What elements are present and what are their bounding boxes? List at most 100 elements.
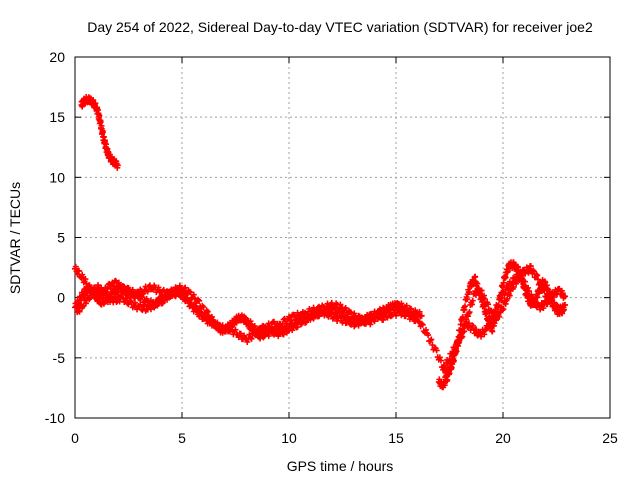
data-point	[150, 298, 157, 305]
data-point	[214, 320, 221, 327]
y-tick-label: 10	[49, 169, 65, 185]
data-point	[544, 301, 551, 308]
data-point	[549, 297, 556, 304]
y-tick-label: 15	[49, 109, 65, 125]
data-point	[139, 294, 146, 301]
data-point	[321, 304, 328, 311]
data-point	[398, 300, 405, 307]
data-point	[455, 333, 462, 340]
data-point	[425, 332, 432, 339]
data-point	[116, 282, 123, 289]
data-point	[534, 272, 541, 279]
data-point	[488, 307, 495, 314]
data-point	[443, 373, 450, 380]
data-point	[403, 302, 410, 309]
data-point	[253, 327, 260, 334]
data-point	[131, 299, 138, 306]
x-tick-label: 15	[388, 430, 404, 446]
data-point	[466, 289, 473, 296]
data-point	[407, 305, 414, 312]
data-point	[470, 322, 477, 329]
data-point	[82, 276, 89, 283]
data-point	[225, 327, 232, 334]
data-point	[204, 308, 211, 315]
data-point	[315, 313, 322, 320]
data-point	[104, 145, 111, 152]
data-point	[86, 296, 93, 303]
y-tick-label: 5	[57, 230, 65, 246]
data-point	[521, 285, 528, 292]
data-point	[359, 319, 366, 326]
data-point	[244, 339, 251, 346]
data-point	[422, 326, 429, 333]
data-point	[349, 318, 356, 325]
data-point	[138, 306, 145, 313]
data-point	[343, 314, 350, 321]
data-point	[339, 309, 346, 316]
data-point	[418, 312, 425, 319]
data-point	[278, 324, 285, 331]
data-point	[208, 313, 215, 320]
data-point	[355, 322, 362, 329]
data-point	[329, 315, 336, 322]
data-point	[506, 292, 513, 299]
data-point	[245, 319, 252, 326]
data-point	[418, 320, 425, 327]
data-point	[160, 286, 167, 293]
data-point	[166, 293, 173, 300]
y-tick-label: 20	[49, 49, 65, 65]
data-point	[134, 291, 141, 298]
data-point	[303, 319, 310, 326]
data-point	[96, 294, 103, 301]
data-point	[200, 304, 207, 311]
data-point	[274, 327, 281, 334]
data-point	[121, 299, 128, 306]
data-point	[286, 313, 292, 320]
data-point	[428, 336, 435, 343]
data-point	[82, 300, 89, 307]
data-point	[500, 306, 507, 313]
data-point	[393, 312, 399, 319]
chart-title: Day 254 of 2022, Sidereal Day-to-day VTE…	[87, 19, 593, 35]
data-point	[494, 308, 501, 315]
data-markers	[72, 94, 569, 391]
data-point	[288, 317, 295, 324]
data-point	[138, 293, 145, 300]
data-point	[114, 162, 121, 169]
data-point	[86, 295, 93, 302]
data-point	[527, 262, 534, 269]
data-point	[129, 286, 136, 293]
data-point	[182, 284, 189, 291]
data-point	[257, 335, 264, 342]
data-point	[351, 310, 358, 317]
data-point	[481, 331, 488, 338]
data-point	[469, 297, 476, 304]
x-tick-label: 25	[602, 430, 618, 446]
data-point	[185, 297, 192, 304]
data-point	[232, 326, 239, 333]
x-tick-label: 10	[281, 430, 297, 446]
data-point	[510, 284, 517, 291]
data-point	[360, 320, 367, 327]
data-point	[495, 303, 502, 310]
x-tick-label: 20	[495, 430, 511, 446]
data-point	[172, 284, 179, 291]
data-point	[123, 288, 130, 295]
data-point	[468, 301, 475, 308]
data-point	[294, 321, 301, 328]
data-point	[462, 322, 469, 329]
data-point	[271, 318, 278, 325]
data-point	[141, 303, 148, 310]
data-point	[546, 288, 553, 295]
data-point	[249, 323, 256, 330]
data-point	[75, 307, 82, 314]
data-point	[329, 305, 336, 312]
data-point	[144, 288, 151, 295]
series-track-c	[74, 282, 425, 342]
data-point	[319, 310, 326, 317]
series-track-f	[442, 259, 569, 381]
data-point	[95, 295, 102, 302]
data-point	[532, 300, 539, 307]
data-point	[281, 329, 288, 336]
data-point	[493, 314, 500, 321]
